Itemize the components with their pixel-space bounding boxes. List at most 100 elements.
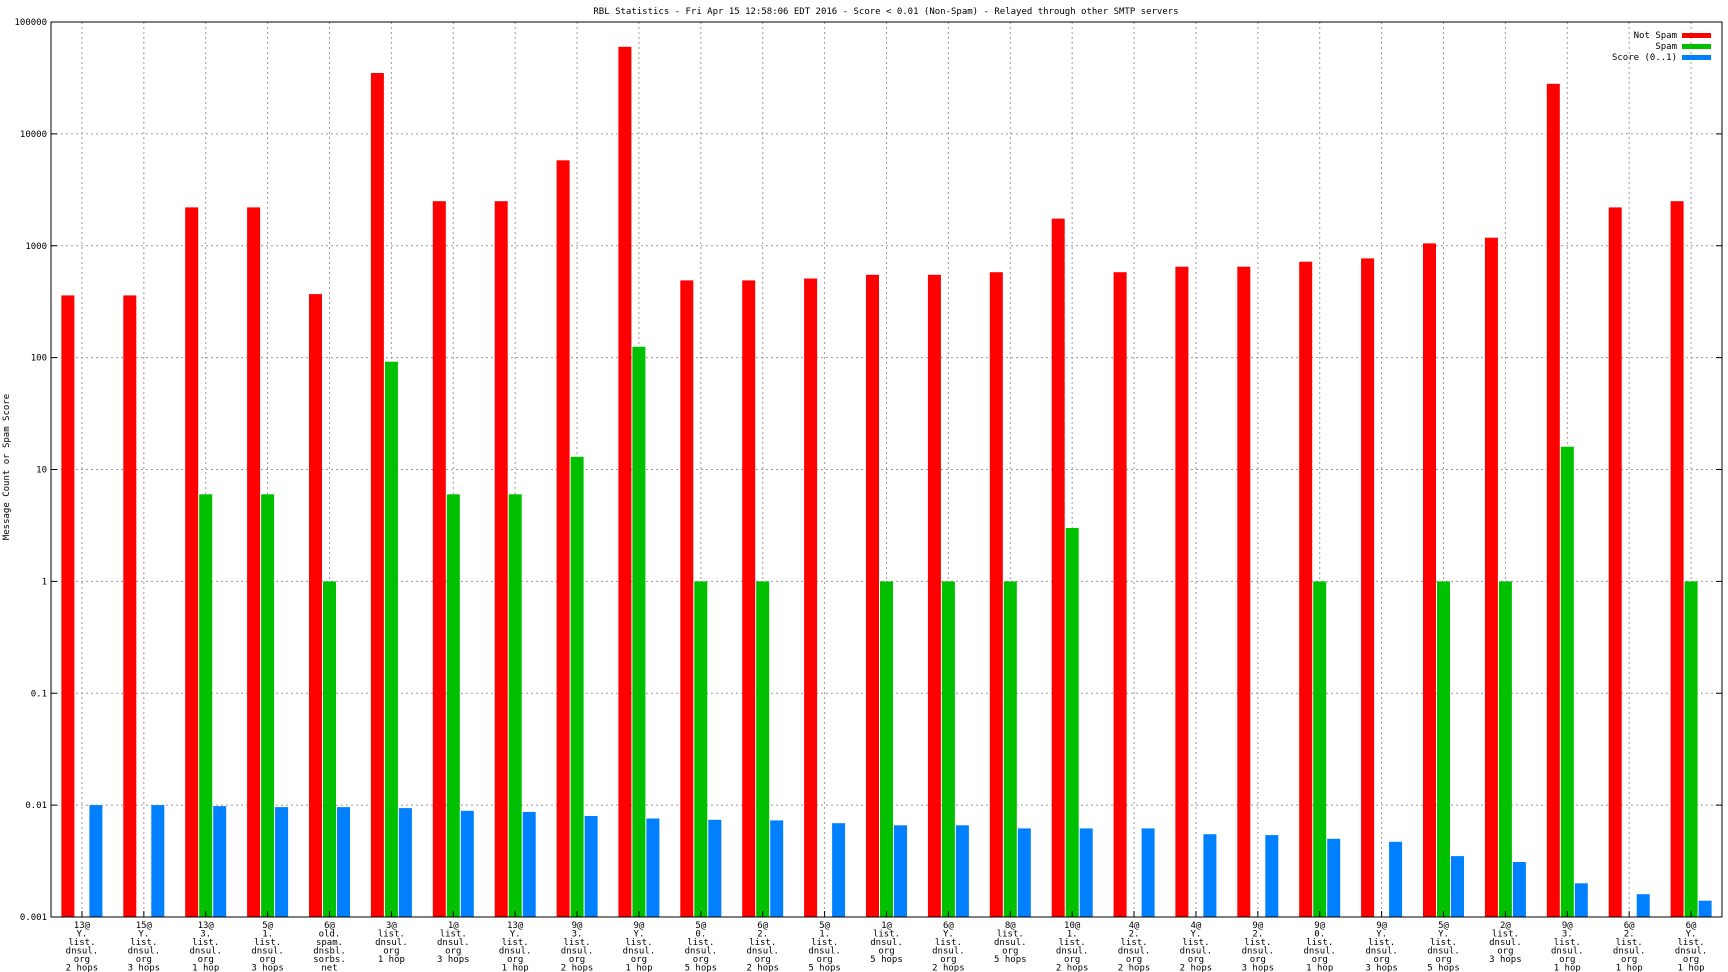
bar-not-spam — [742, 280, 756, 917]
x-tick-label-line: dnsul. — [1365, 947, 1398, 957]
x-tick-label-line: 1 hop — [192, 964, 219, 972]
x-tick-label-line: dnsul. — [870, 938, 903, 948]
x-tick-label-line: dnsul. — [128, 947, 161, 957]
x-tick-label-line: 2 hops — [932, 964, 965, 972]
x-tick-label-line: org — [1373, 955, 1389, 965]
x-tick-label-line: 5@ — [695, 921, 706, 931]
bar-score-0-1 — [213, 806, 227, 917]
x-tick-label-line: 5 hops — [870, 955, 903, 965]
bar-not-spam — [804, 278, 818, 917]
x-tick-label-line: net — [321, 964, 337, 972]
x-tick-label-line: org — [1559, 955, 1575, 965]
bar-score-0-1 — [89, 805, 103, 917]
x-tick-label-line: dnsul. — [499, 947, 532, 957]
x-tick-label-line: org — [693, 955, 709, 965]
x-tick-label-line: org — [1312, 955, 1328, 965]
x-tick-label-line: 1 hop — [1678, 964, 1705, 972]
x-tick-label-line: 1 hop — [1306, 964, 1333, 972]
bar-spam — [1065, 528, 1079, 917]
x-tick-label-line: 6@ — [943, 921, 954, 931]
x-tick-label-line: 13@ — [507, 921, 524, 931]
x-tick-label-line: sorbs. — [313, 955, 346, 965]
bar-not-spam — [927, 274, 941, 917]
x-tick-label-line: 5@ — [262, 921, 273, 931]
bar-not-spam — [1423, 243, 1436, 917]
bar-score-0-1 — [955, 825, 969, 917]
bar-score-0-1 — [584, 816, 598, 917]
x-tick-label: 2@ list. dnsul. org 3 hops — [1489, 921, 1522, 965]
x-tick-label-line: dnsul. — [66, 947, 99, 957]
x-tick-label-line: dnsul. — [189, 947, 222, 957]
bar-spam — [508, 494, 522, 917]
x-tick-label-line: 1 hop — [625, 964, 652, 972]
x-tick-label-line: Y. — [1191, 930, 1202, 940]
bar-not-spam — [1051, 218, 1065, 918]
x-tick-label-line: list. — [935, 938, 962, 948]
x-tick-label-line: 5 hops — [808, 964, 841, 972]
bar-not-spam — [370, 73, 384, 917]
x-tick-label-line: 5 hops — [685, 964, 718, 972]
legend-swatch — [1682, 33, 1711, 38]
x-tick-label: 1@ list. dnsul. org 3 hops — [437, 921, 470, 965]
x-tick-label-line: list. — [378, 930, 405, 940]
x-tick-label-line: list. — [687, 938, 714, 948]
x-tick-label: 3@ list. dnsul. org 1 hop — [375, 921, 408, 965]
bar-spam — [1684, 581, 1698, 917]
y-axis-label: Message Count or Spam Score — [2, 394, 12, 540]
bar-not-spam — [61, 295, 75, 917]
x-tick-label-line: dnsul. — [685, 947, 718, 957]
x-tick-label-line: Y. — [1376, 930, 1387, 940]
x-tick-label-line: dnsul. — [808, 947, 841, 957]
y-tick-label: 10 — [36, 466, 47, 476]
bar-not-spam — [185, 207, 199, 917]
x-tick-label-line: 6@ — [1686, 921, 1697, 931]
x-tick-label-line: 9@ — [1376, 921, 1387, 931]
x-tick-label-line: 1 hop — [1616, 964, 1643, 972]
axes-layer — [50, 21, 1723, 918]
bar-spam — [694, 581, 708, 917]
x-tick-label: 9@ 3. list. dnsul. org 2 hops — [561, 921, 594, 972]
x-tick-label-line: org — [383, 947, 399, 957]
x-tick-label-line: dnsul. — [375, 938, 408, 948]
x-tick-label-line: list. — [811, 938, 838, 948]
x-tick-label-line: org — [755, 955, 771, 965]
x-tick-label-line: org — [569, 955, 585, 965]
x-tick-label-line: 9@ — [634, 921, 645, 931]
bar-score-0-1 — [1141, 828, 1155, 917]
legend-swatch — [1682, 44, 1711, 49]
bar-not-spam — [680, 280, 694, 917]
bar-score-0-1 — [1203, 834, 1217, 917]
x-tick-label-line: org — [1621, 955, 1637, 965]
x-tick-label-line: 5@ — [1438, 921, 1449, 931]
x-tick-label-line: Y. — [943, 930, 954, 940]
legend-label: Not Spam — [1634, 31, 1677, 41]
bar-score-0-1 — [151, 805, 165, 917]
x-tick-label-line: 3@ — [386, 921, 397, 931]
bar-score-0-1 — [1017, 828, 1031, 917]
x-tick-label-line: 2. — [1129, 930, 1140, 940]
x-tick-label: 9@ Y. list. dnsul. org 1 hop — [623, 921, 656, 972]
bar-not-spam — [556, 160, 570, 918]
x-tick-label-line: 1 hop — [1554, 964, 1581, 972]
x-tick-label-line: 5 hops — [1427, 964, 1460, 972]
x-tick-label-line: 3. — [200, 930, 211, 940]
x-tick-label-line: Y. — [1686, 930, 1697, 940]
x-tick-label-line: 0. — [1314, 930, 1325, 940]
x-tick-label-line: 9@ — [1562, 921, 1573, 931]
legend-label: Score (0..1) — [1612, 53, 1677, 63]
x-tick-label: 5@ 1. list. dnsul. org 3 hops — [251, 921, 284, 972]
bar-not-spam — [1608, 207, 1622, 917]
x-tick-label-line: dnsul. — [1242, 947, 1275, 957]
bar-score-0-1 — [646, 818, 660, 917]
x-tick-label-line: list. — [1678, 938, 1705, 948]
x-tick-label-line: org — [1497, 947, 1513, 957]
bar-score-0-1 — [398, 808, 412, 917]
bar-not-spam — [1546, 83, 1560, 918]
x-tick-label: 9@ 3. list. dnsul. org 1 hop — [1551, 921, 1584, 972]
bar-score-0-1 — [1698, 900, 1712, 917]
bar-score-0-1 — [770, 820, 784, 917]
x-tick-label-line: list. — [1306, 938, 1333, 948]
plot-border — [50, 21, 1723, 918]
bar-spam — [1313, 581, 1327, 917]
